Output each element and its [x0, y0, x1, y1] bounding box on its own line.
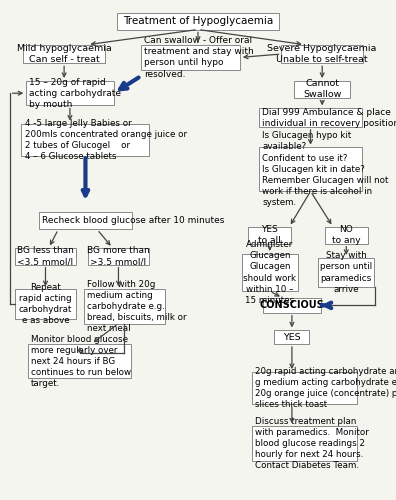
Text: BG more than
>3.5 mmol/l: BG more than >3.5 mmol/l — [87, 246, 150, 266]
Text: Treatment of Hypoglycaemia: Treatment of Hypoglycaemia — [123, 16, 273, 26]
Text: Discuss treatment plan
with paramedics.  Monitor
blood glucose readings 2
hourly: Discuss treatment plan with paramedics. … — [255, 417, 369, 470]
Text: Cannot
Swallow: Cannot Swallow — [303, 79, 341, 100]
Text: Repeat
rapid acting
carbohydrat
e as above: Repeat rapid acting carbohydrat e as abo… — [19, 283, 72, 325]
FancyBboxPatch shape — [15, 248, 76, 264]
FancyBboxPatch shape — [282, 44, 363, 64]
Text: Is Glucagen hypo kit
available?
Confident to use it?
Is Glucagen kit in date?
Re: Is Glucagen hypo kit available? Confiden… — [262, 132, 388, 207]
FancyBboxPatch shape — [28, 344, 131, 378]
Text: 15 – 20g of rapid
acting carbohydrate
by mouth: 15 – 20g of rapid acting carbohydrate by… — [29, 78, 122, 109]
FancyBboxPatch shape — [259, 147, 362, 191]
FancyBboxPatch shape — [259, 108, 362, 127]
Text: Administer
Glucagen
Glucagen
should work
within 10 –
15 minutes: Administer Glucagen Glucagen should work… — [243, 240, 296, 305]
FancyBboxPatch shape — [318, 258, 374, 287]
FancyBboxPatch shape — [252, 372, 357, 404]
Text: 20g rapid acting carbohydrate and 40
g medium acting carbohydrate e.g
20g orange: 20g rapid acting carbohydrate and 40 g m… — [255, 367, 396, 410]
Text: Recheck blood glucose after 10 minutes: Recheck blood glucose after 10 minutes — [42, 216, 225, 225]
FancyBboxPatch shape — [242, 254, 298, 291]
FancyBboxPatch shape — [116, 12, 280, 29]
Text: Follow with 20g
medium acting
carbohydrate e.g.
bread, biscuits, milk or
next me: Follow with 20g medium acting carbohydra… — [87, 280, 186, 333]
Text: BG less than
<3.5 mmol/l: BG less than <3.5 mmol/l — [17, 246, 74, 266]
Text: Stay with
person until
paramedics
arrive: Stay with person until paramedics arrive — [320, 252, 372, 294]
FancyBboxPatch shape — [23, 44, 105, 64]
FancyBboxPatch shape — [15, 289, 76, 318]
Text: NO
to any: NO to any — [332, 225, 361, 246]
Text: 4 -5 large Jelly Babies or
200mls concentrated orange juice or
2 tubes of Glucog: 4 -5 large Jelly Babies or 200mls concen… — [25, 118, 187, 161]
Text: Monitor blood glucose
more regularly over
next 24 hours if BG
continues to run b: Monitor blood glucose more regularly ove… — [31, 334, 131, 388]
FancyBboxPatch shape — [88, 248, 148, 264]
Text: Severe Hypoglycaemia
Unable to self-treat: Severe Hypoglycaemia Unable to self-trea… — [268, 44, 377, 64]
Text: CONSCIOUS: CONSCIOUS — [259, 300, 324, 310]
FancyBboxPatch shape — [21, 124, 150, 156]
Text: Can swallow - Offer oral
treatment and stay with
person until hypo
resolved.: Can swallow - Offer oral treatment and s… — [144, 36, 253, 78]
FancyBboxPatch shape — [263, 298, 321, 312]
FancyBboxPatch shape — [39, 212, 132, 230]
FancyBboxPatch shape — [325, 227, 367, 244]
Text: YES
to all: YES to all — [259, 225, 281, 246]
Text: Dial 999 Ambulance & place
individual in recovery position.: Dial 999 Ambulance & place individual in… — [262, 108, 396, 128]
FancyBboxPatch shape — [141, 44, 240, 70]
FancyBboxPatch shape — [26, 81, 114, 106]
Text: Mild hypoglycaemia
Can self - treat: Mild hypoglycaemia Can self - treat — [17, 44, 112, 64]
FancyBboxPatch shape — [252, 426, 357, 460]
FancyBboxPatch shape — [84, 289, 165, 324]
FancyBboxPatch shape — [248, 227, 291, 244]
FancyBboxPatch shape — [294, 81, 350, 98]
FancyBboxPatch shape — [274, 330, 309, 344]
Text: YES: YES — [283, 332, 301, 342]
